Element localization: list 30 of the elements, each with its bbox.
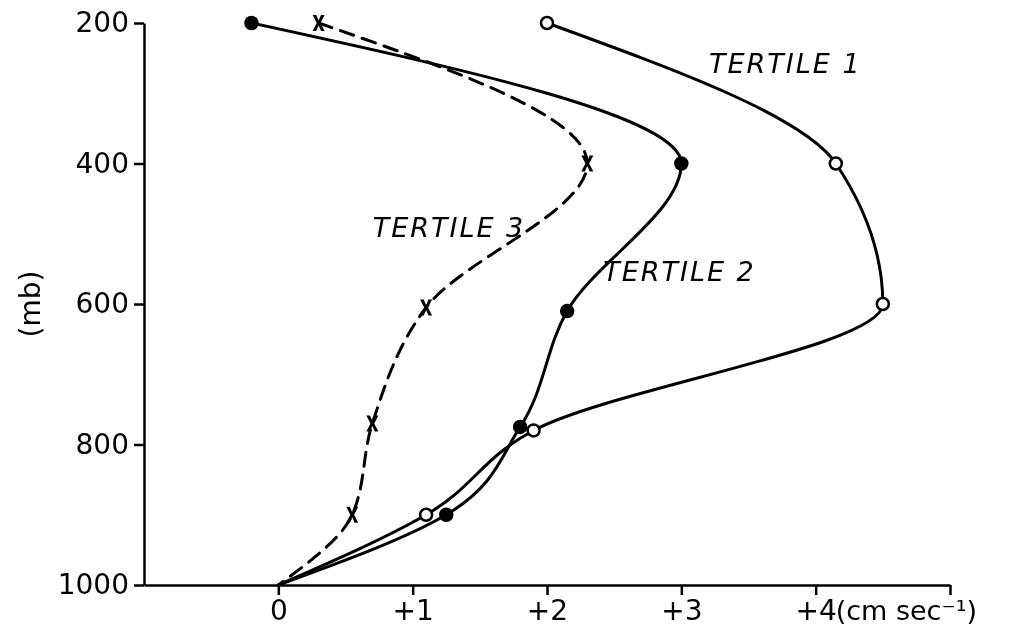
point xyxy=(346,506,359,523)
point xyxy=(420,299,433,316)
y-tick-label: 600 xyxy=(75,287,129,321)
point xyxy=(828,156,844,171)
point xyxy=(366,415,379,432)
point xyxy=(875,296,891,312)
point xyxy=(512,419,528,435)
x-tick-label: +2 xyxy=(526,593,569,627)
point xyxy=(526,423,541,438)
series-label: TERTILE 1 xyxy=(709,48,862,79)
series-label: TERTILE 2 xyxy=(603,256,756,288)
x-axis-title: (cm sec⁻¹) xyxy=(835,595,978,626)
point xyxy=(244,15,259,31)
x-tick-label: 0 xyxy=(269,593,288,627)
y-tick-label: 1000 xyxy=(57,568,129,602)
point xyxy=(559,303,575,319)
y-tick-label: 200 xyxy=(75,6,129,40)
point xyxy=(581,155,594,172)
series-label: TERTILE 3 xyxy=(372,211,526,243)
y-tick-label: 800 xyxy=(75,427,129,461)
point xyxy=(312,15,325,31)
x-tick-label: +3 xyxy=(661,593,703,627)
y-tick-label: 400 xyxy=(75,146,129,180)
point xyxy=(674,156,689,171)
point xyxy=(418,507,434,522)
point xyxy=(439,507,454,522)
x-tick-label: +4 xyxy=(795,593,837,627)
y-axis-title: (mb) xyxy=(14,270,47,338)
x-tick-label: +1 xyxy=(392,593,434,627)
point xyxy=(539,15,555,31)
